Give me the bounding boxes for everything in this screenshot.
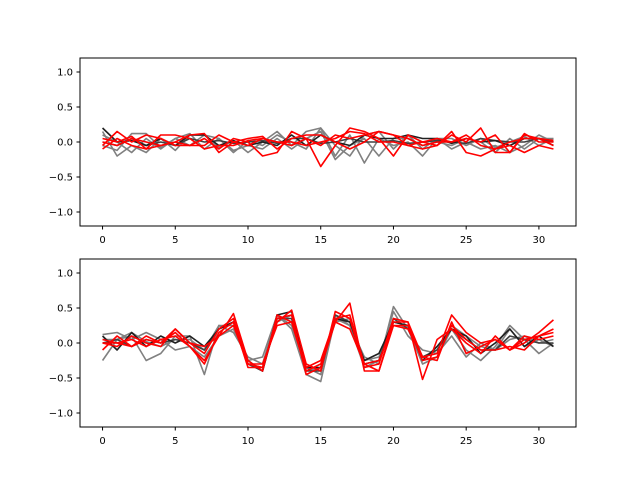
series-line-7 xyxy=(102,302,554,376)
x-tick-label: 10 xyxy=(242,436,255,447)
series-line-6 xyxy=(101,127,554,168)
x-tick-label: 5 xyxy=(172,436,178,447)
series-group xyxy=(101,302,554,383)
x-tick-label: 30 xyxy=(533,436,546,447)
y-tick-label: −0.5 xyxy=(49,173,73,184)
x-tick-label: 0 xyxy=(99,235,105,246)
series-line-8 xyxy=(102,314,554,369)
y-tick-label: −1.0 xyxy=(49,409,73,420)
x-tick-label: 25 xyxy=(460,235,473,246)
y-tick-label: 0.0 xyxy=(57,339,73,350)
y-tick-label: −1.0 xyxy=(49,208,73,219)
y-tick-label: 1.0 xyxy=(57,269,73,280)
x-tick-label: 0 xyxy=(99,436,105,447)
series-line-7 xyxy=(102,127,554,154)
y-tick-label: 1.0 xyxy=(57,68,73,79)
y-tick-label: 0.0 xyxy=(57,138,73,149)
x-tick-label: 30 xyxy=(533,235,546,246)
x-tick-label: 15 xyxy=(314,235,327,246)
y-tick-label: −0.5 xyxy=(49,374,73,385)
x-tick-label: 15 xyxy=(314,436,327,447)
y-tick-label: 0.5 xyxy=(57,304,73,315)
y-tick-label: 0.5 xyxy=(57,103,73,114)
series-line-8 xyxy=(102,130,554,154)
top-subplot: 0 5 10 15 20 25 30 −1.0 −0.5 0.0 0.5 1.0 xyxy=(49,57,577,246)
x-tick-label: 10 xyxy=(242,235,255,246)
bottom-subplot: 0 5 10 15 20 25 30 −1.0 −0.5 0.0 0.5 1.0 xyxy=(49,258,577,447)
series-group xyxy=(101,127,554,168)
x-tick-label: 20 xyxy=(387,235,400,246)
x-tick-label: 5 xyxy=(172,235,178,246)
series-line-0 xyxy=(101,305,554,383)
x-tick-label: 20 xyxy=(387,436,400,447)
x-tick-label: 25 xyxy=(460,436,473,447)
